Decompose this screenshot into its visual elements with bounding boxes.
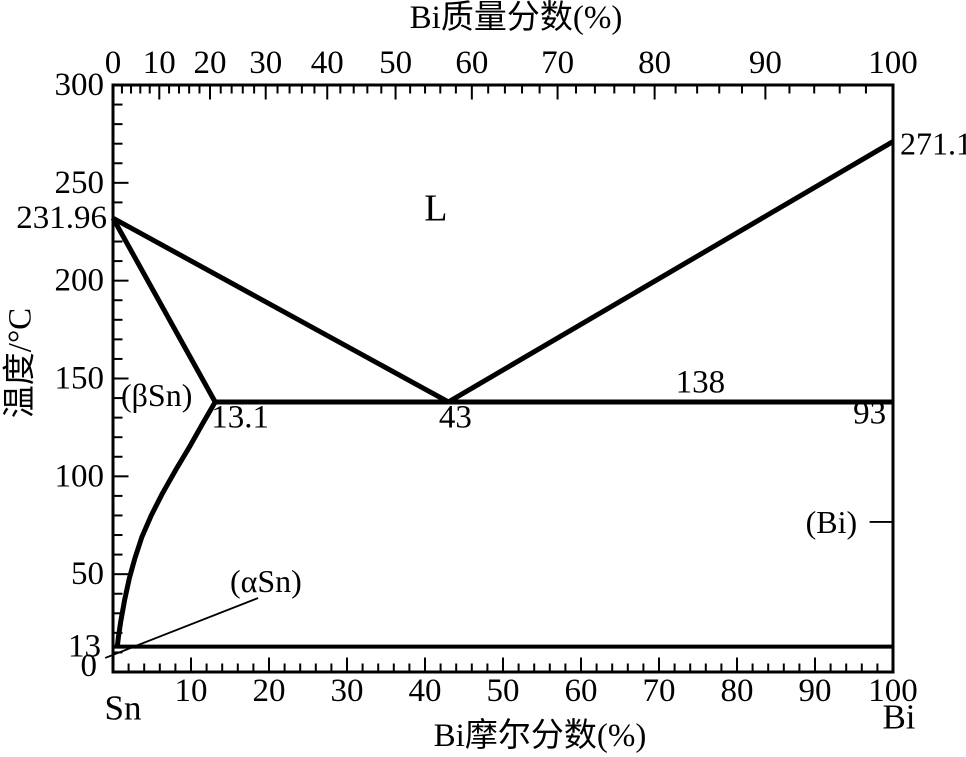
eutectic-composition-label: 43 <box>439 400 472 436</box>
bottom-tick-label: 60 <box>565 673 598 709</box>
eutectic-temperature-label: 138 <box>676 364 726 400</box>
bottom-tick-label: 10 <box>175 673 208 709</box>
alpha-sn-leader <box>104 597 259 659</box>
top-tick-label: 40 <box>311 45 344 81</box>
bottom-tick-label: 80 <box>721 673 754 709</box>
bottom-axis-tick-labels: 10 20 30 40 50 60 70 80 90 100 <box>175 673 918 709</box>
leader-lines <box>104 521 893 659</box>
liquid-phase-label: L <box>424 187 447 229</box>
top-tick-label: 30 <box>249 45 282 81</box>
bottom-tick-label: 30 <box>331 673 364 709</box>
left-tick-label: 200 <box>55 263 105 299</box>
left-tick-label: 250 <box>55 165 105 201</box>
sn-solvus-composition-label: 13.1 <box>211 400 269 436</box>
top-tick-label: 70 <box>541 45 574 81</box>
bottom-tick-label: 20 <box>253 673 286 709</box>
left-tick-label: 50 <box>71 556 104 592</box>
alpha-sn-phase-label: (αSn) <box>230 563 302 599</box>
bottom-tick-label: 50 <box>487 673 520 709</box>
bottom-tick-label: 70 <box>643 673 676 709</box>
transition-temperature-label: 13 <box>68 629 101 665</box>
top-axis-ticks <box>120 86 867 100</box>
top-tick-label: 90 <box>749 45 782 81</box>
top-tick-label: 20 <box>193 45 226 81</box>
top-tick-label: 80 <box>638 45 671 81</box>
left-axis-title: 温度/°C <box>2 307 39 419</box>
bottom-tick-label: 90 <box>799 673 832 709</box>
plot-frame <box>111 83 895 674</box>
bottom-axis-ticks <box>127 657 879 671</box>
annotations: 231.96 271.1 L (βSn) 13.1 43 138 93 (Bi) (αSn) 130 <box>16 126 966 684</box>
boundary-sn-solidus <box>110 216 218 404</box>
top-axis-tick-labels: 0 10 20 30 40 50 60 70 80 90 100 <box>105 45 918 81</box>
bi-solidus-composition-label: 93 <box>853 396 886 432</box>
left-tick-label: 300 <box>55 67 105 103</box>
top-tick-label: 50 <box>379 45 412 81</box>
top-tick-label: 60 <box>455 45 488 81</box>
top-axis-title: Bi质量分数(%) <box>409 0 623 36</box>
origin-temperature-label: 0 <box>81 648 98 684</box>
bi-melting-point-label: 271.1 <box>900 126 966 162</box>
left-tick-label: 100 <box>55 458 105 494</box>
sn-end-member-label: Sn <box>104 688 142 728</box>
boundary-bi-liquidus <box>447 139 895 405</box>
left-tick-label: 150 <box>55 361 105 397</box>
bi-phase-label: (Bi) <box>806 504 858 540</box>
sn-melting-point-label: 231.96 <box>16 200 107 236</box>
bottom-tick-label: 40 <box>409 673 442 709</box>
boundary-sn-liquidus <box>111 215 450 405</box>
left-axis-tick-labels: 50 100 150 200 250 300 <box>55 67 105 592</box>
boundary-beta-sn-solvus <box>114 400 218 647</box>
left-axis-ticks <box>114 103 129 654</box>
bottom-axis-title: Bi摩尔分数(%) <box>433 718 647 754</box>
bottom-tick-label: 100 <box>868 673 918 709</box>
top-tick-label: 0 <box>105 45 122 81</box>
top-tick-label: 100 <box>868 45 918 81</box>
bi-end-member-label: Bi <box>882 697 916 737</box>
phase-boundaries <box>110 139 895 649</box>
beta-sn-phase-label: (βSn) <box>121 377 192 413</box>
top-tick-label: 10 <box>143 45 176 81</box>
